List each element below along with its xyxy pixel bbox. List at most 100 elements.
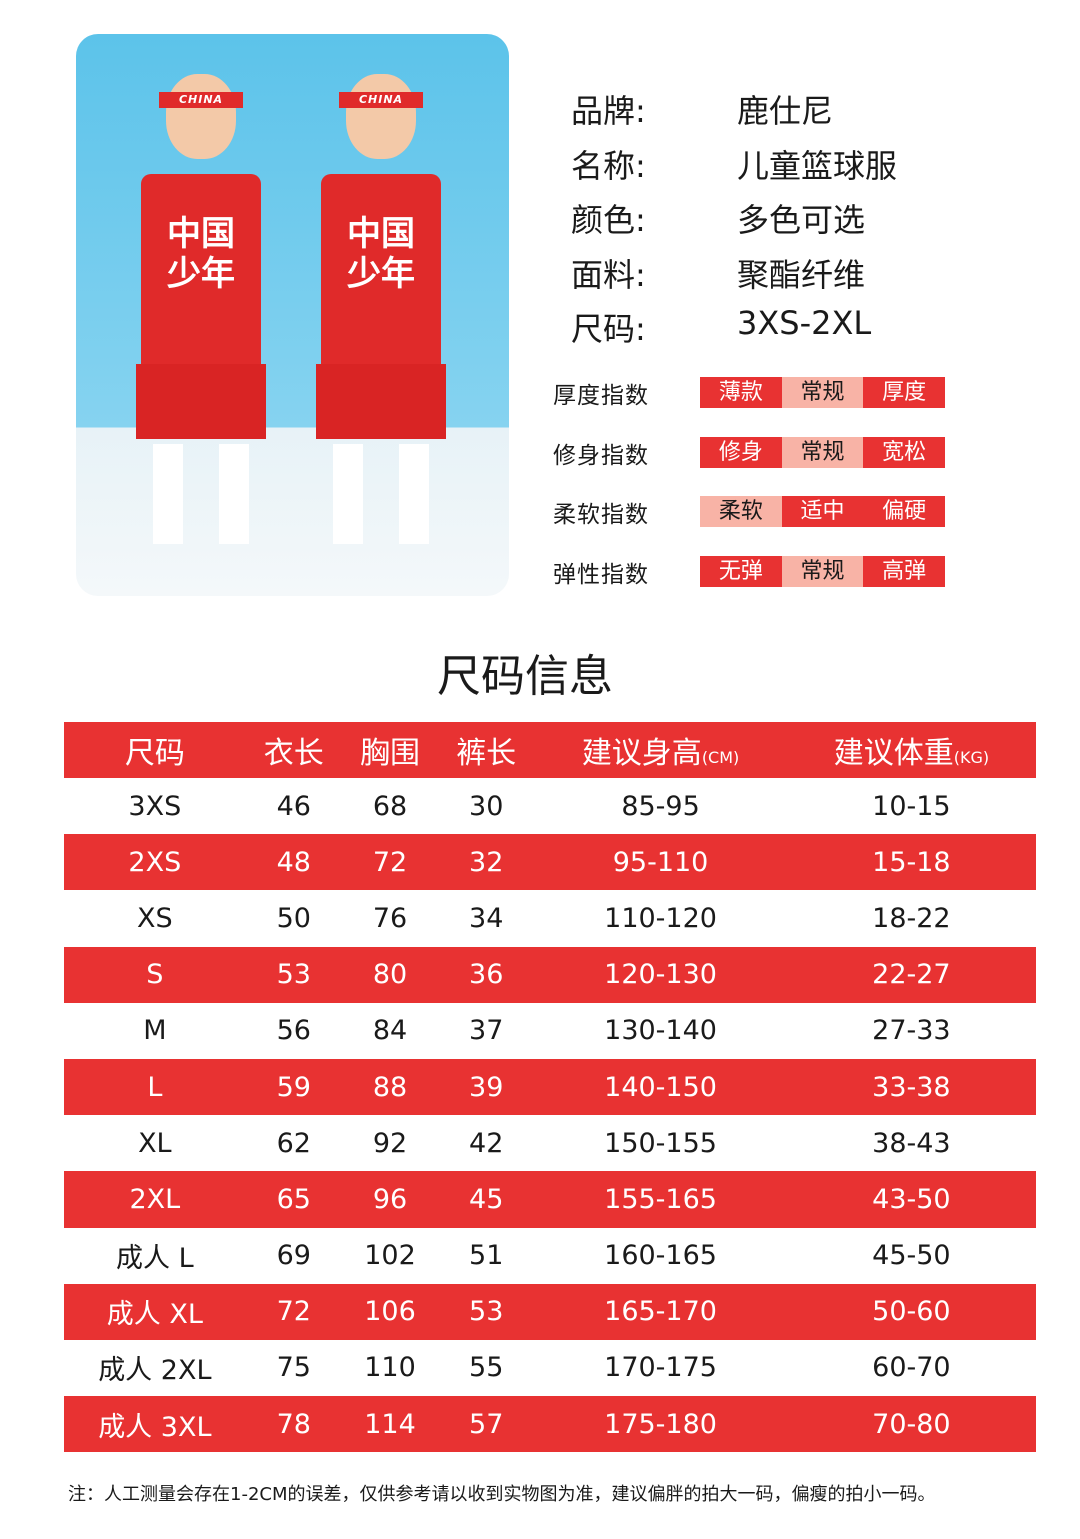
- table-cell: 56: [276, 1015, 311, 1047]
- table-cell: 68: [372, 790, 408, 822]
- index-label: 修身指数: [553, 442, 649, 469]
- header-label: 建议体重: [833, 736, 954, 771]
- table-row: 成人 2XL 75 110 55 170-175 60-70: [64, 1340, 1036, 1396]
- table-cell: 53: [245, 946, 342, 1003]
- table-row: M 56 84 37 130-140 27-33: [64, 1003, 1036, 1059]
- index-option: 高弹: [882, 558, 927, 584]
- table-cell: 60-70: [872, 1352, 951, 1384]
- product-photo: CHINA 中国少年 CHINA 中国少年: [76, 34, 509, 596]
- table-row: XL 62 92 42 150-155 38-43: [64, 1115, 1036, 1171]
- table-cell: 36: [438, 946, 535, 1003]
- index-label: 弹性指数: [553, 561, 649, 588]
- table-cell: 95-110: [534, 834, 787, 891]
- column-header: 胸围: [341, 722, 439, 778]
- table-cell: 110-120: [604, 902, 717, 934]
- info-value: 多色可选: [737, 201, 866, 239]
- table-cell: 78: [245, 1396, 342, 1453]
- table-cell: 46: [276, 790, 311, 822]
- index-option: 常规: [781, 436, 864, 468]
- table-row: 2XS 48 72 32 95-110 15-18: [64, 834, 1036, 891]
- table-cell: 53: [438, 1283, 535, 1340]
- index-scale: 无弹 常规 高弹: [700, 555, 945, 587]
- index-option: 薄款: [718, 380, 763, 405]
- headband-text: CHINA: [339, 92, 423, 108]
- table-cell: 72: [341, 834, 439, 891]
- table-cell: 84: [372, 1015, 408, 1047]
- table-cell: 3XS: [128, 790, 182, 822]
- jersey: 中国少年: [321, 174, 441, 374]
- table-row: XS 50 76 34 110-120 18-22: [64, 890, 1036, 946]
- head: [166, 74, 236, 159]
- table-cell: 75: [276, 1352, 311, 1384]
- table-cell: 110: [364, 1352, 416, 1384]
- column-header: 衣长: [245, 722, 342, 778]
- table-cell: 57: [438, 1396, 535, 1453]
- table-cell: M: [143, 1015, 167, 1047]
- info-label: 尺码:: [571, 310, 646, 348]
- shorts: [136, 364, 266, 439]
- table-cell: 175-180: [534, 1396, 787, 1453]
- table-row: S 53 80 36 120-130 22-27: [64, 946, 1036, 1003]
- table-cell: 39: [438, 1058, 535, 1116]
- table-cell: 80: [341, 946, 439, 1003]
- head: [346, 74, 416, 159]
- table-cell: 55: [469, 1352, 504, 1384]
- table-cell: 65: [245, 1171, 342, 1228]
- table-cell: 43-50: [786, 1171, 1036, 1228]
- table-cell: 160-165: [604, 1240, 717, 1272]
- jersey-text: 中国少年: [167, 214, 235, 294]
- index-option: 常规: [781, 555, 864, 587]
- header-label: 胸围: [359, 736, 420, 771]
- measurement-note: 注：人工测量会存在1-2CM的误差，仅供参考请以收到实物图为准，建议偏胖的拍大一…: [68, 1484, 936, 1505]
- index-label: 厚度指数: [553, 383, 649, 409]
- info-value: 鹿仕尼: [737, 92, 834, 130]
- table-cell: 150-155: [604, 1127, 717, 1159]
- column-header: 尺码: [64, 722, 246, 778]
- column-header: 建议身高(CM): [534, 722, 787, 778]
- table-cell: XL: [138, 1127, 172, 1159]
- table-cell: 30: [469, 790, 504, 822]
- table-row: L 59 88 39 140-150 33-38: [64, 1058, 1036, 1116]
- info-label: 面料:: [571, 255, 646, 294]
- table-cell: 成人 L: [116, 1243, 194, 1275]
- jersey-text: 中国少年: [347, 214, 415, 294]
- info-label: 颜色:: [571, 201, 646, 239]
- table-cell: 140-150: [534, 1058, 787, 1116]
- table-cell: 33-38: [786, 1058, 1036, 1116]
- table-cell: 成人 3XL: [64, 1396, 246, 1453]
- table-cell: 37: [469, 1015, 504, 1047]
- table-row: 2XL 65 96 45 155-165 43-50: [64, 1171, 1036, 1228]
- sock: [153, 444, 183, 544]
- info-value: 3XS-2XL: [737, 304, 872, 342]
- index-option: 厚度: [882, 380, 927, 405]
- info-value: 儿童篮球服: [737, 146, 898, 185]
- index-label: 柔软指数: [553, 502, 649, 528]
- header-label: 裤长: [456, 736, 517, 771]
- child-model-girl: CHINA 中国少年: [131, 64, 271, 584]
- index-option: 无弹: [718, 558, 763, 584]
- table-cell: XS: [137, 902, 173, 934]
- table-cell: 42: [469, 1127, 504, 1159]
- table-cell: 88: [341, 1058, 439, 1116]
- table-cell: 106: [341, 1283, 439, 1340]
- table-cell: 51: [469, 1240, 504, 1272]
- table-cell: 成人 XL: [64, 1283, 246, 1340]
- table-cell: 92: [372, 1127, 408, 1159]
- header-unit: (KG): [953, 748, 990, 767]
- header-label: 尺码: [124, 736, 185, 771]
- table-cell: L: [64, 1058, 246, 1116]
- table-row: 成人 XL 72 106 53 165-170 50-60: [64, 1283, 1036, 1340]
- index-option: 偏硬: [882, 499, 927, 524]
- index-scale: 修身 常规 宽松: [700, 436, 945, 468]
- shorts: [316, 364, 446, 439]
- table-cell: 38-43: [872, 1127, 951, 1159]
- size-table: 尺码 衣长 胸围 裤长 建议身高(CM) 建议体重(KG) 3XS 46 68 30 85-95 10…: [64, 722, 1036, 1453]
- index-option: 柔软: [700, 496, 782, 527]
- table-cell: 45: [438, 1171, 535, 1228]
- header-label: 建议身高: [581, 736, 702, 771]
- sock: [333, 444, 363, 544]
- table-cell: 32: [438, 834, 535, 891]
- table-cell: 155-165: [534, 1171, 787, 1228]
- table-cell: 10-15: [872, 790, 951, 822]
- table-cell: 2XS: [64, 834, 246, 891]
